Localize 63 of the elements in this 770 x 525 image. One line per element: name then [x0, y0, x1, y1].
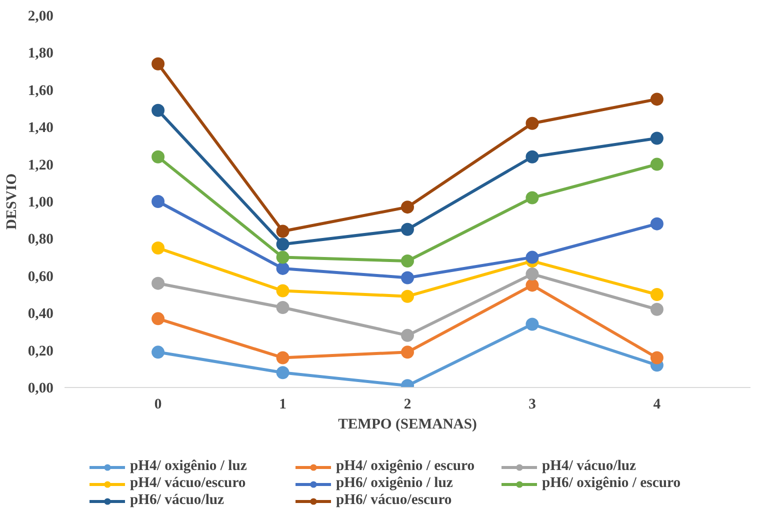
legend-label: pH6/ oxigênio / luz	[336, 475, 454, 492]
point	[650, 351, 664, 364]
point	[152, 312, 165, 326]
y-axis-title: DESVIO	[4, 173, 20, 230]
point	[276, 224, 290, 238]
x-tick-label: 4	[653, 396, 662, 412]
legend-label: pH4/ oxigênio / escuro	[336, 458, 476, 475]
point	[526, 278, 539, 292]
point	[650, 158, 664, 171]
y-tick-label: 1,00	[28, 194, 54, 210]
point	[526, 116, 539, 130]
y-tick-label: 0,20	[28, 343, 54, 360]
point	[401, 290, 414, 303]
point	[152, 104, 165, 117]
point	[526, 150, 539, 164]
point	[276, 366, 290, 380]
y-tick-label: 2,00	[28, 8, 54, 24]
legend-label: pH4/ vácuo/escuro	[130, 475, 247, 492]
point	[152, 57, 165, 70]
point	[152, 242, 165, 254]
point	[401, 254, 414, 268]
y-tick-label: 0,00	[28, 380, 54, 396]
x-tick-label: 3	[528, 396, 536, 412]
point	[276, 250, 290, 264]
y-tick-label: 1,80	[28, 46, 54, 62]
point	[650, 92, 664, 106]
point	[526, 318, 539, 331]
legend-label: pH6/ vácuo/luz	[130, 492, 226, 509]
legend-label: pH4/ oxigênio / luz	[130, 458, 248, 475]
point	[276, 301, 290, 314]
y-tick-label: 1,20	[28, 157, 54, 174]
point	[276, 238, 290, 251]
x-tick-label: 0	[154, 396, 162, 412]
point	[650, 217, 664, 230]
y-tick-label: 0,60	[28, 268, 54, 285]
y-tick-label: 0,80	[28, 232, 54, 248]
point	[526, 268, 539, 281]
legend-label: pH6/ oxigênio / escuro	[542, 475, 682, 492]
point	[526, 191, 539, 204]
point	[401, 271, 414, 284]
point	[401, 222, 414, 236]
x-tick-label: 1	[279, 396, 286, 412]
y-tick-label: 1,40	[28, 120, 54, 136]
point	[152, 195, 165, 208]
point	[401, 346, 414, 359]
y-tick-label: 0,40	[28, 306, 54, 322]
x-axis-title: TEMPO (SEMANAS)	[338, 416, 478, 432]
point	[152, 346, 165, 359]
point	[401, 328, 414, 342]
point	[276, 284, 290, 298]
point	[650, 302, 664, 316]
point	[276, 351, 290, 364]
point	[152, 276, 165, 290]
point	[152, 150, 165, 164]
point	[650, 288, 664, 301]
legend-label: pH6/ vácuo/escuro	[336, 492, 453, 509]
x-tick-label: 2	[404, 396, 412, 412]
point	[401, 200, 414, 214]
y-tick-label: 1,60	[28, 82, 54, 99]
point	[526, 250, 539, 264]
legend-label: pH4/ vácuo/luz	[542, 458, 638, 475]
point	[650, 132, 664, 145]
point	[276, 262, 290, 275]
